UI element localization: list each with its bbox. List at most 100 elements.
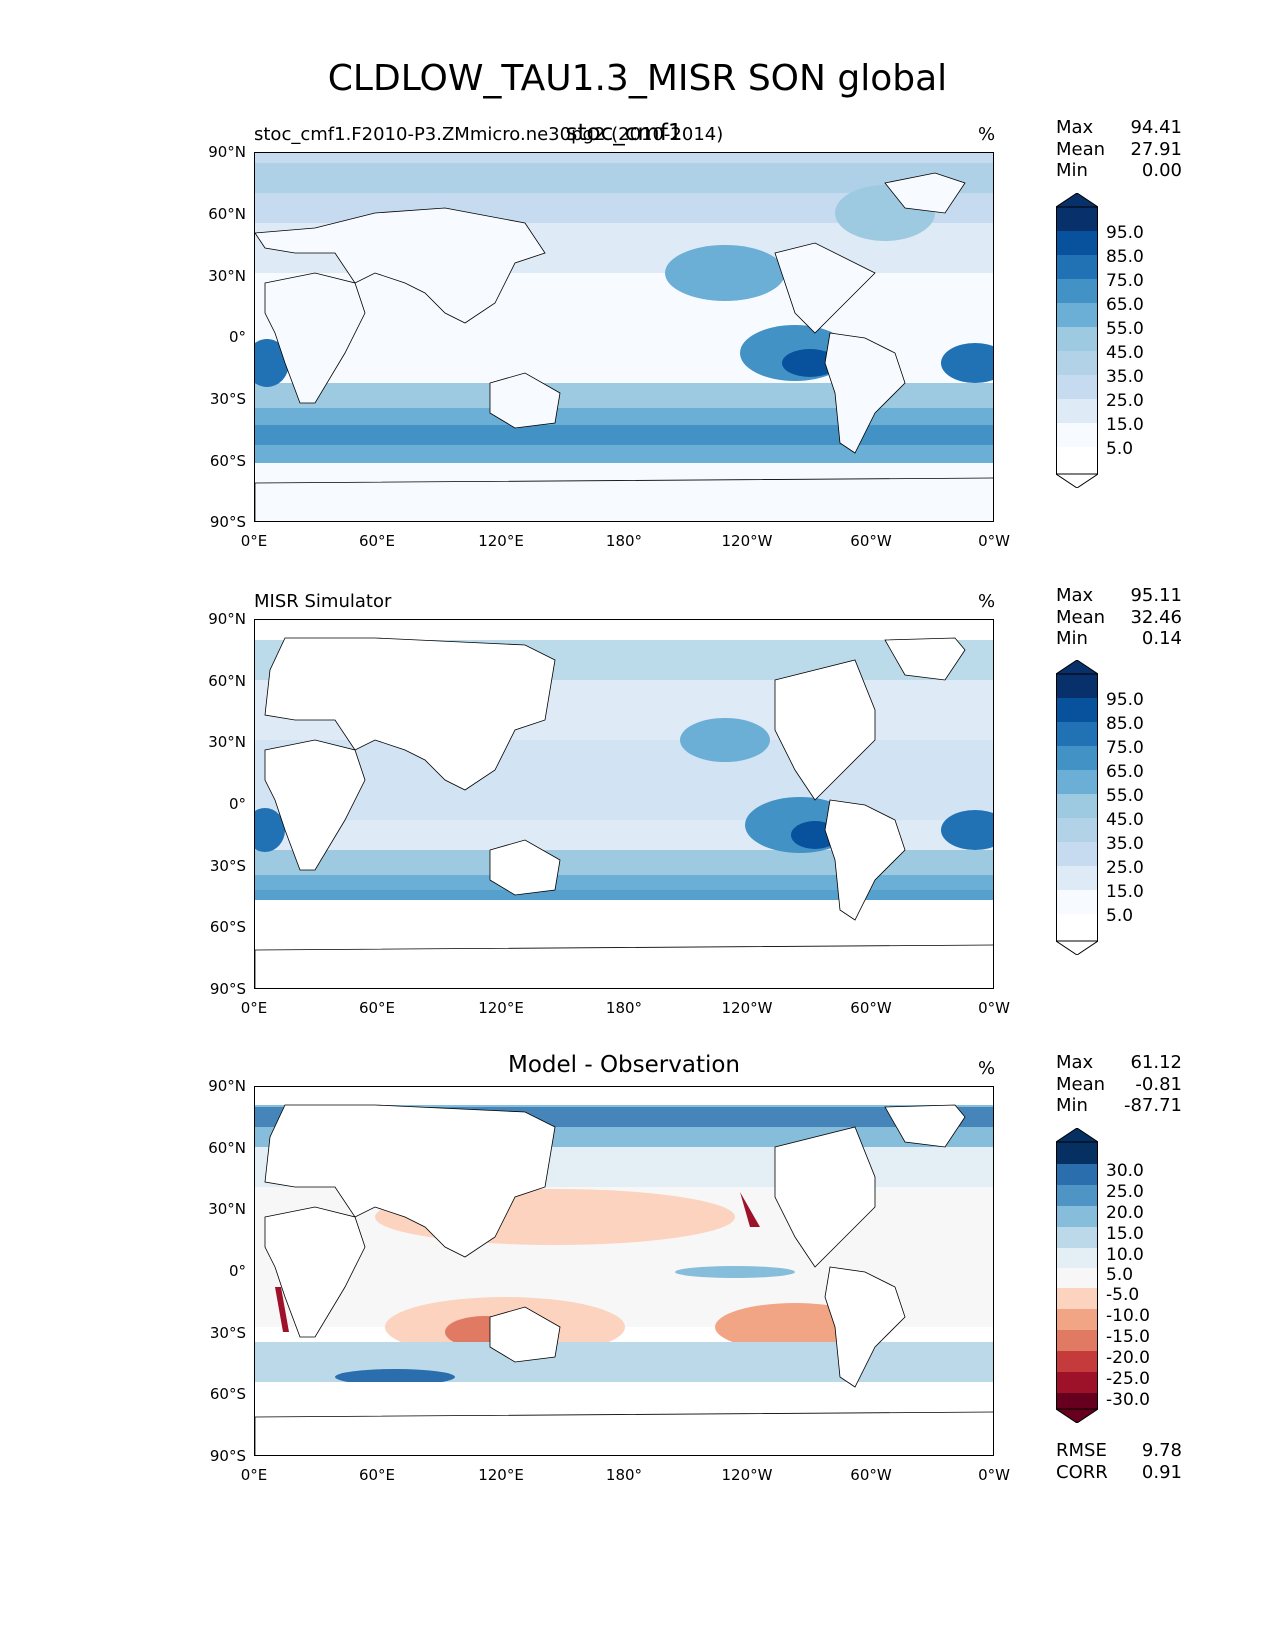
stat-value: 0.00 bbox=[1141, 160, 1182, 181]
panel1-stats: Max 94.41 Mean 27.91 Min 0.00 bbox=[1056, 117, 1182, 182]
panel1-colorbar bbox=[1056, 193, 1098, 488]
lat-tick: 30°S bbox=[209, 390, 246, 408]
colorbar-label: 5.0 bbox=[1106, 439, 1134, 459]
colorbar-label: -30.0 bbox=[1106, 1390, 1150, 1410]
lon-tick: 120°W bbox=[721, 532, 773, 550]
lat-tick: 90°S bbox=[209, 980, 246, 998]
lon-tick: 120°W bbox=[721, 999, 773, 1017]
colorbar-label: 25.0 bbox=[1106, 1182, 1144, 1202]
colorbar-label: 75.0 bbox=[1106, 738, 1144, 758]
colorbar-label: -10.0 bbox=[1106, 1306, 1150, 1326]
metric-value: 9.78 bbox=[1141, 1440, 1182, 1461]
stat-value: 0.14 bbox=[1141, 628, 1182, 649]
colorbar-label: 30.0 bbox=[1106, 1161, 1144, 1181]
panel2-units: % bbox=[978, 591, 996, 612]
lon-tick: 0°E bbox=[240, 532, 268, 550]
colorbar-label: -20.0 bbox=[1106, 1348, 1150, 1368]
panel3-colorbar bbox=[1056, 1128, 1098, 1423]
stat-label: Min bbox=[1056, 628, 1088, 649]
lon-tick: 180° bbox=[605, 532, 643, 550]
panel1-map bbox=[254, 152, 994, 522]
lon-tick: 120°E bbox=[478, 999, 524, 1017]
colorbar-label: 95.0 bbox=[1106, 223, 1144, 243]
stat-value: 61.12 bbox=[1130, 1052, 1182, 1073]
colorbar-label: 85.0 bbox=[1106, 247, 1144, 267]
lat-tick: 90°N bbox=[208, 143, 246, 161]
colorbar-label: -5.0 bbox=[1106, 1285, 1140, 1305]
stat-label: Max bbox=[1056, 117, 1094, 138]
lon-tick: 60°E bbox=[358, 999, 396, 1017]
lat-tick: 90°N bbox=[208, 1077, 246, 1095]
lon-tick: 120°E bbox=[478, 532, 524, 550]
colorbar-label: 35.0 bbox=[1106, 367, 1144, 387]
lat-tick: 60°N bbox=[208, 205, 246, 223]
lon-tick: 180° bbox=[605, 999, 643, 1017]
colorbar-label: 5.0 bbox=[1106, 1265, 1134, 1285]
lat-tick: 90°N bbox=[208, 610, 246, 628]
colorbar-label: -15.0 bbox=[1106, 1327, 1150, 1347]
stat-label: Mean bbox=[1056, 1073, 1106, 1095]
lon-tick: 60°W bbox=[850, 1466, 892, 1484]
panel1-center-title: stoc_cmf1 bbox=[565, 120, 683, 146]
panel2-left-title: MISR Simulator bbox=[254, 591, 392, 612]
lat-tick: 60°S bbox=[209, 452, 246, 470]
panel2-map bbox=[254, 619, 994, 989]
lon-tick: 60°W bbox=[850, 532, 892, 550]
colorbar-label: 45.0 bbox=[1106, 343, 1144, 363]
lon-tick: 120°E bbox=[478, 1466, 524, 1484]
lat-tick: 30°S bbox=[209, 1324, 246, 1342]
stat-value: -0.81 bbox=[1135, 1073, 1182, 1095]
figure-title: CLDLOW_TAU1.3_MISR SON global bbox=[327, 58, 948, 99]
colorbar-label: 55.0 bbox=[1106, 786, 1144, 806]
lat-tick: 30°N bbox=[208, 733, 246, 751]
colorbar-label: 95.0 bbox=[1106, 690, 1144, 710]
colorbar-label: 15.0 bbox=[1106, 1224, 1144, 1244]
colorbar-label: 25.0 bbox=[1106, 391, 1144, 411]
panel3-units: % bbox=[978, 1058, 996, 1079]
lon-tick: 60°E bbox=[358, 532, 396, 550]
lat-tick: 90°S bbox=[209, 1447, 246, 1465]
stat-label: Mean bbox=[1056, 138, 1106, 160]
colorbar-label: 20.0 bbox=[1106, 1203, 1144, 1223]
panel3-center-title: Model - Observation bbox=[507, 1052, 741, 1078]
colorbar-label: 15.0 bbox=[1106, 882, 1144, 902]
lon-tick: 0°W bbox=[978, 1466, 1010, 1484]
panel2-stats: Max 95.11 Mean 32.46 Min 0.14 bbox=[1056, 585, 1182, 650]
lon-tick: 60°W bbox=[850, 999, 892, 1017]
lon-tick: 0°E bbox=[240, 999, 268, 1017]
colorbar-label: 65.0 bbox=[1106, 295, 1144, 315]
lat-tick: 30°N bbox=[208, 1200, 246, 1218]
panel3-metrics: RMSE 9.78 CORR 0.91 bbox=[1056, 1440, 1182, 1483]
lat-tick: 0° bbox=[228, 1262, 246, 1280]
lat-tick: 90°S bbox=[209, 513, 246, 531]
panel3-stats: Max 61.12 Mean -0.81 Min -87.71 bbox=[1056, 1052, 1182, 1117]
colorbar-label: 85.0 bbox=[1106, 714, 1144, 734]
lon-tick: 120°W bbox=[721, 1466, 773, 1484]
panel3-map bbox=[254, 1086, 994, 1456]
colorbar-label: 10.0 bbox=[1106, 1245, 1144, 1265]
colorbar-label: 45.0 bbox=[1106, 810, 1144, 830]
lon-tick: 60°E bbox=[358, 1466, 396, 1484]
colorbar-label: 25.0 bbox=[1106, 858, 1144, 878]
lon-tick: 0°W bbox=[978, 532, 1010, 550]
panel2-colorbar bbox=[1056, 660, 1098, 955]
stat-value: 95.11 bbox=[1130, 585, 1182, 606]
lon-tick: 0°W bbox=[978, 999, 1010, 1017]
colorbar-label: -25.0 bbox=[1106, 1369, 1150, 1389]
stat-label: Max bbox=[1056, 585, 1094, 606]
colorbar-label: 65.0 bbox=[1106, 762, 1144, 782]
metric-value: 0.91 bbox=[1141, 1461, 1182, 1483]
panel1-left-title: stoc_cmf1.F2010-P3.ZMmicro.ne30pg2 (2010… bbox=[254, 124, 724, 145]
lat-tick: 60°N bbox=[208, 672, 246, 690]
stat-value: -87.71 bbox=[1123, 1095, 1182, 1116]
metric-label: RMSE bbox=[1056, 1440, 1107, 1461]
colorbar-label: 5.0 bbox=[1106, 906, 1134, 926]
lat-tick: 60°S bbox=[209, 918, 246, 936]
stat-label: Max bbox=[1056, 1052, 1094, 1073]
stat-label: Mean bbox=[1056, 606, 1106, 628]
stat-value: 94.41 bbox=[1130, 117, 1182, 138]
colorbar-label: 55.0 bbox=[1106, 319, 1144, 339]
colorbar-label: 15.0 bbox=[1106, 415, 1144, 435]
panel1-units: % bbox=[978, 124, 996, 145]
lon-tick: 0°E bbox=[240, 1466, 268, 1484]
